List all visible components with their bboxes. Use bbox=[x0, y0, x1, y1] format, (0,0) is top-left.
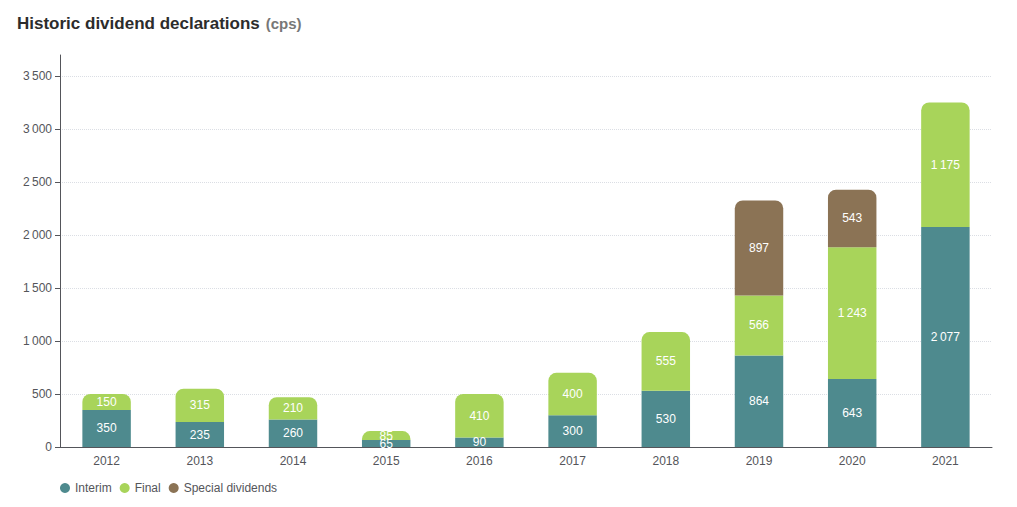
svg-text:1 000: 1 000 bbox=[23, 334, 52, 348]
svg-text:2014: 2014 bbox=[280, 454, 307, 468]
svg-text:2015: 2015 bbox=[373, 454, 400, 468]
svg-text:90: 90 bbox=[473, 435, 487, 449]
svg-text:2018: 2018 bbox=[652, 454, 679, 468]
svg-text:315: 315 bbox=[190, 398, 210, 412]
svg-text:543: 543 bbox=[842, 211, 862, 225]
svg-text:3 500: 3 500 bbox=[23, 69, 52, 83]
svg-text:150: 150 bbox=[97, 395, 117, 409]
svg-text:260: 260 bbox=[283, 426, 303, 440]
svg-text:2021: 2021 bbox=[932, 454, 959, 468]
svg-text:300: 300 bbox=[563, 424, 583, 438]
svg-text:(cps): (cps) bbox=[266, 15, 302, 32]
svg-text:897: 897 bbox=[749, 241, 769, 255]
svg-text:2017: 2017 bbox=[559, 454, 586, 468]
svg-text:2012: 2012 bbox=[93, 454, 120, 468]
svg-text:400: 400 bbox=[563, 387, 583, 401]
svg-text:2016: 2016 bbox=[466, 454, 493, 468]
svg-text:500: 500 bbox=[32, 387, 52, 401]
svg-text:Special dividends: Special dividends bbox=[184, 481, 277, 495]
svg-text:643: 643 bbox=[842, 406, 862, 420]
svg-text:210: 210 bbox=[283, 401, 303, 415]
svg-text:Final: Final bbox=[135, 481, 161, 495]
svg-text:235: 235 bbox=[190, 428, 210, 442]
svg-text:555: 555 bbox=[656, 354, 676, 368]
svg-text:65: 65 bbox=[379, 436, 393, 451]
svg-text:1 175: 1 175 bbox=[931, 158, 960, 172]
svg-text:1 243: 1 243 bbox=[838, 306, 867, 320]
svg-text:410: 410 bbox=[469, 409, 489, 423]
svg-text:Interim: Interim bbox=[75, 481, 112, 495]
svg-text:2 000: 2 000 bbox=[23, 228, 52, 242]
svg-text:864: 864 bbox=[749, 394, 769, 408]
svg-text:2020: 2020 bbox=[839, 454, 866, 468]
svg-text:3 000: 3 000 bbox=[23, 122, 52, 136]
svg-text:350: 350 bbox=[97, 421, 117, 435]
svg-text:2013: 2013 bbox=[186, 454, 213, 468]
svg-text:566: 566 bbox=[749, 318, 769, 332]
svg-text:2 500: 2 500 bbox=[23, 175, 52, 189]
svg-text:2 077: 2 077 bbox=[931, 330, 960, 344]
svg-text:85: 85 bbox=[380, 429, 394, 443]
svg-text:0: 0 bbox=[45, 440, 52, 454]
svg-text:Historic dividend declarations: Historic dividend declarations bbox=[17, 14, 260, 33]
svg-text:1 500: 1 500 bbox=[23, 281, 52, 295]
svg-text:2019: 2019 bbox=[746, 454, 773, 468]
svg-text:530: 530 bbox=[656, 412, 676, 426]
